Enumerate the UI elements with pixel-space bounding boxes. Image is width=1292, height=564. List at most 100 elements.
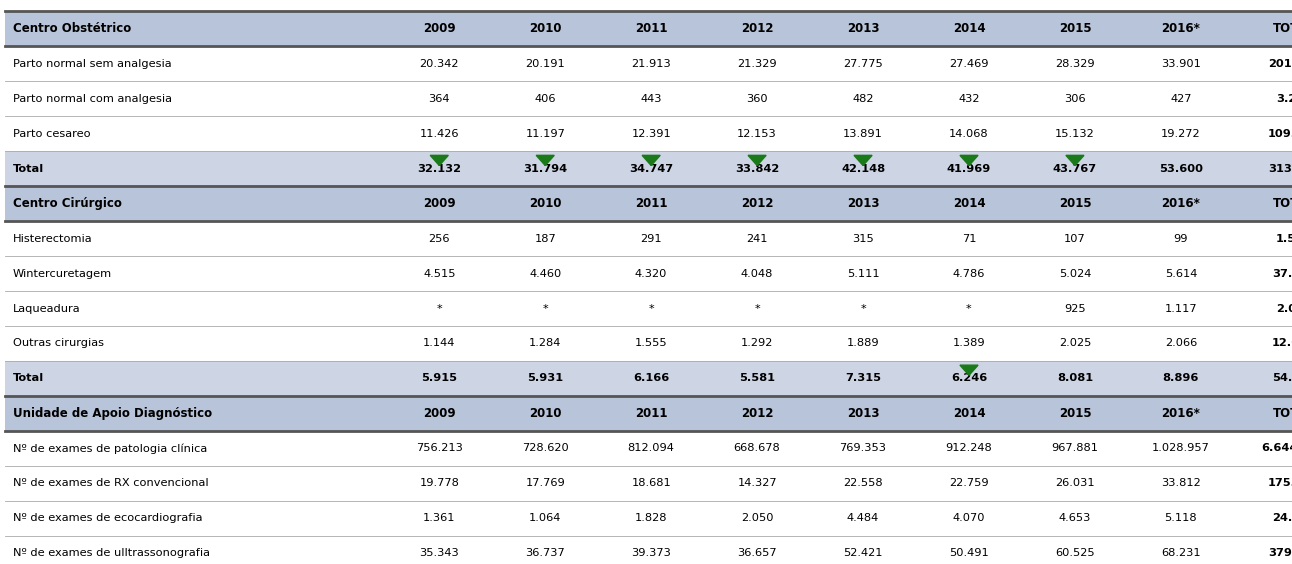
Text: 443: 443 [641,94,662,104]
Text: 36.657: 36.657 [738,548,776,558]
Text: *: * [966,303,972,314]
Text: Wintercuretagem: Wintercuretagem [13,268,112,279]
Bar [5,11,1292,46]
Text: 5.614: 5.614 [1164,268,1198,279]
Text: 12.391: 12.391 [632,129,671,139]
Text: 14.068: 14.068 [950,129,988,139]
Text: 41.969: 41.969 [947,164,991,174]
Text: 2011: 2011 [634,407,668,420]
Text: TOTAL: TOTAL [1273,22,1292,36]
Text: 4.460: 4.460 [530,268,561,279]
Text: Total: Total [13,164,44,174]
Bar [5,81,1292,116]
Text: 68.231: 68.231 [1162,548,1200,558]
Text: Nº de exames de patologia clínica: Nº de exames de patologia clínica [13,443,207,453]
Text: 2016*: 2016* [1162,197,1200,210]
Text: *: * [649,303,654,314]
Text: 1.292: 1.292 [740,338,774,349]
Text: 4.320: 4.320 [634,268,668,279]
Bar [5,466,1292,501]
Text: 256: 256 [429,233,450,244]
Text: 43.767: 43.767 [1053,164,1097,174]
Text: 2014: 2014 [952,407,986,420]
Text: 1.567: 1.567 [1276,233,1292,244]
Text: 8.081: 8.081 [1057,373,1093,384]
Text: 379.778: 379.778 [1267,548,1292,558]
Text: 2016*: 2016* [1162,407,1200,420]
Text: 53.600: 53.600 [1159,164,1203,174]
Text: 2016*: 2016* [1162,22,1200,36]
Text: 36.737: 36.737 [526,548,565,558]
Text: Nº de exames de RX convencional: Nº de exames de RX convencional [13,478,208,488]
Text: 315: 315 [853,233,873,244]
Text: 432: 432 [959,94,979,104]
Text: Laqueadura: Laqueadura [13,303,80,314]
Bar [5,151,1292,186]
Text: 20.191: 20.191 [526,59,565,69]
Text: 2011: 2011 [634,197,668,210]
Text: 60.525: 60.525 [1056,548,1094,558]
Text: 6.166: 6.166 [633,373,669,384]
Text: 54.131: 54.131 [1271,373,1292,384]
Text: 1.828: 1.828 [634,513,668,523]
Text: Histerectomia: Histerectomia [13,233,93,244]
Bar [5,431,1292,466]
Polygon shape [430,155,448,165]
Text: 360: 360 [747,94,767,104]
Text: 406: 406 [535,94,556,104]
Text: 27.469: 27.469 [950,59,988,69]
Text: 2015: 2015 [1058,22,1092,36]
Text: 306: 306 [1065,94,1085,104]
Text: *: * [860,303,866,314]
Text: 71: 71 [961,233,977,244]
Text: 12.644: 12.644 [1271,338,1292,349]
Text: 22.558: 22.558 [844,478,882,488]
Text: 4.515: 4.515 [422,268,456,279]
Polygon shape [536,155,554,165]
Text: TOTAL: TOTAL [1273,197,1292,210]
Text: 2009: 2009 [422,197,456,210]
Text: 17.769: 17.769 [526,478,565,488]
Text: 32.132: 32.132 [417,164,461,174]
Polygon shape [960,155,978,165]
Text: 21.329: 21.329 [738,59,776,69]
Text: 2012: 2012 [740,407,774,420]
Text: 2013: 2013 [846,197,880,210]
Text: 2009: 2009 [422,22,456,36]
Text: 2013: 2013 [846,407,880,420]
Text: 50.491: 50.491 [950,548,988,558]
Text: 39.373: 39.373 [632,548,671,558]
Text: 5.024: 5.024 [1058,268,1092,279]
Text: Nº de exames de ulltrassonografia: Nº de exames de ulltrassonografia [13,548,209,558]
Text: 8.896: 8.896 [1163,373,1199,384]
Text: 1.284: 1.284 [528,338,562,349]
Text: 175.715: 175.715 [1269,478,1292,488]
Text: 4.653: 4.653 [1058,513,1092,523]
Text: 1.555: 1.555 [634,338,668,349]
Text: 2013: 2013 [846,22,880,36]
Text: *: * [543,303,548,314]
Text: 1.028.957: 1.028.957 [1152,443,1209,453]
Text: 2012: 2012 [740,197,774,210]
Bar [5,396,1292,431]
Text: 35.343: 35.343 [420,548,459,558]
Text: 2010: 2010 [528,197,562,210]
Text: 241: 241 [747,233,767,244]
Text: 15.132: 15.132 [1056,129,1094,139]
Text: 2010: 2010 [528,407,562,420]
Text: 967.881: 967.881 [1052,443,1098,453]
Text: Parto normal com analgesia: Parto normal com analgesia [13,94,172,104]
Text: 5.931: 5.931 [527,373,563,384]
Text: Unidade de Apoio Diagnóstico: Unidade de Apoio Diagnóstico [13,407,212,420]
Bar [5,116,1292,151]
Text: 728.620: 728.620 [522,443,568,453]
Text: 52.421: 52.421 [844,548,882,558]
Text: 42.148: 42.148 [841,164,885,174]
Bar [5,501,1292,536]
Text: 19.778: 19.778 [420,478,459,488]
Text: 33.812: 33.812 [1162,478,1200,488]
Polygon shape [642,155,660,165]
Bar [5,46,1292,81]
Text: 912.248: 912.248 [946,443,992,453]
Text: 1.064: 1.064 [528,513,562,523]
